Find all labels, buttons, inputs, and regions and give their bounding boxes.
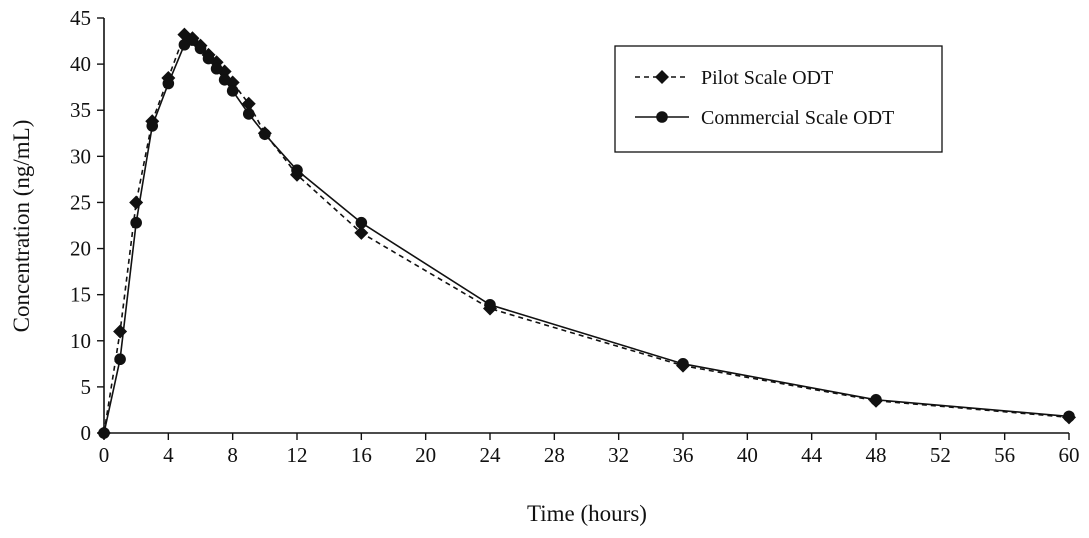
data-point [162,77,175,90]
x-tick-label: 44 [801,443,823,467]
x-tick-label: 24 [480,443,502,467]
data-point [130,216,142,229]
data-point [484,299,496,311]
data-point [113,324,128,339]
data-point [1063,410,1075,423]
x-tick-label: 52 [930,443,951,467]
y-tick-label: 5 [81,375,92,399]
legend-marker [655,70,669,84]
y-axis-title: Concentration (ng/mL) [9,120,34,333]
series-layer [97,27,1076,440]
x-tick-label: 40 [737,443,758,467]
x-tick-label: 4 [163,443,174,467]
legend-box [614,45,943,153]
data-point [241,96,256,111]
y-tick-label: 20 [70,237,91,261]
x-tick-label: 0 [99,443,110,467]
x-tick-label: 12 [287,443,308,467]
x-tick-label: 20 [415,443,436,467]
data-point [202,52,215,65]
data-point [354,225,369,240]
legend-marker [656,111,668,123]
data-point [259,128,271,140]
data-point [114,353,126,366]
data-point [194,42,207,55]
y-tick-label: 25 [70,190,91,214]
x-tick-label: 32 [608,443,629,467]
x-tick-label: 16 [351,443,372,467]
legend-entry-label: Pilot Scale ODT [701,67,833,89]
data-point [242,108,255,120]
y-tick-label: 10 [70,329,91,353]
data-point [218,73,231,86]
y-tick-label: 0 [81,421,92,445]
data-point [146,120,159,132]
data-point [355,216,368,229]
y-tick-label: 45 [70,6,91,30]
y-tick-label: 35 [70,98,91,122]
data-point [291,164,303,176]
x-axis-title: Time (hours) [527,501,647,526]
data-point [210,62,223,75]
x-tick-label: 8 [227,443,238,467]
y-tick-label: 30 [70,144,91,168]
x-tick-label: 60 [1059,443,1080,467]
data-point [226,85,239,97]
data-point [870,394,882,406]
y-tick-label: 15 [70,283,91,307]
data-point [677,358,689,370]
data-point [186,34,199,46]
x-tick-label: 28 [544,443,565,467]
x-tick-label: 56 [994,443,1015,467]
x-tick-label: 36 [673,443,694,467]
legend: Pilot Scale ODT Commercial Scale ODT [614,45,943,153]
legend-entry-label: Commercial Scale ODT [701,107,894,129]
y-tick-label: 40 [70,52,91,76]
data-point [98,427,110,439]
x-tick-label: 48 [866,443,887,467]
series-line [103,39,1070,434]
series-commercial-scale [98,34,1075,439]
